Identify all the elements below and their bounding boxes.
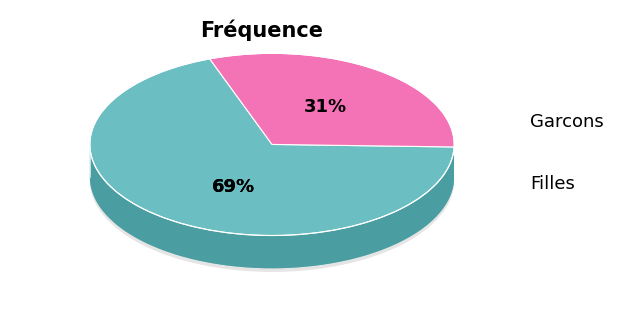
Polygon shape (210, 53, 454, 147)
Text: 31%: 31% (304, 99, 347, 116)
Text: 69%: 69% (212, 178, 255, 196)
Text: 69%: 69% (212, 178, 255, 196)
Text: Filles: Filles (530, 175, 575, 193)
Text: Garcons: Garcons (530, 113, 603, 131)
Text: Fréquence: Fréquence (200, 20, 323, 41)
Polygon shape (90, 59, 454, 236)
Polygon shape (90, 144, 454, 268)
Ellipse shape (90, 86, 454, 268)
Ellipse shape (90, 90, 454, 272)
